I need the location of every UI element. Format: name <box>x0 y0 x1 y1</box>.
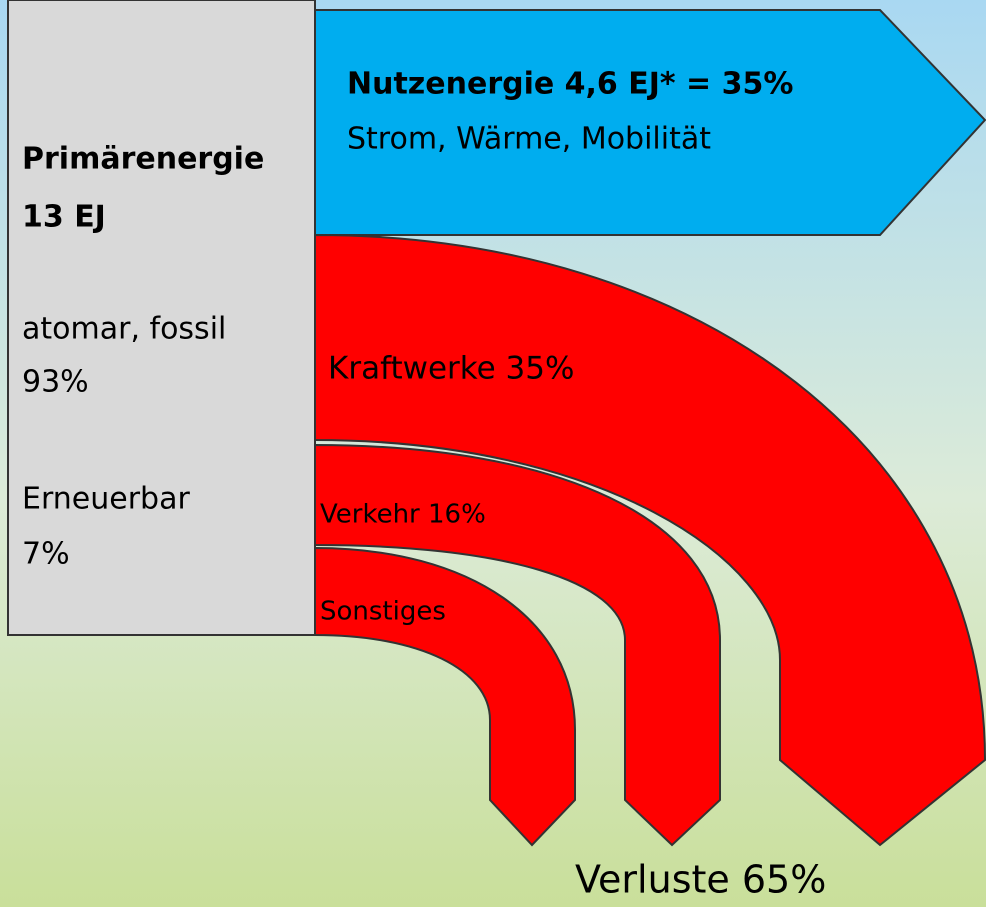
power-plant-loss-flow <box>314 233 986 847</box>
primary-title: Primärenergie <box>22 142 264 177</box>
loss-flow-label: Sonstiges <box>320 597 446 627</box>
loss-total: Verluste 65% <box>575 858 826 902</box>
usable-subtitle: Strom, Wärme, Mobilität <box>347 122 711 157</box>
source-share: 7% <box>22 537 70 572</box>
source-share: 93% <box>22 365 89 400</box>
other-loss-flow <box>314 546 576 847</box>
usable-title: Nutzenergie 4,6 EJ* = 35% <box>347 67 793 102</box>
loss-flow-label: Verkehr 16% <box>320 500 486 530</box>
source-label: Erneuerbar <box>22 482 190 517</box>
source-label: atomar, fossil <box>22 312 226 347</box>
traffic-loss-flow <box>314 443 721 847</box>
primary-amount: 13 EJ <box>22 200 106 235</box>
primary-energy-box <box>7 0 316 636</box>
loss-flow-label: Kraftwerke 35% <box>328 351 574 387</box>
